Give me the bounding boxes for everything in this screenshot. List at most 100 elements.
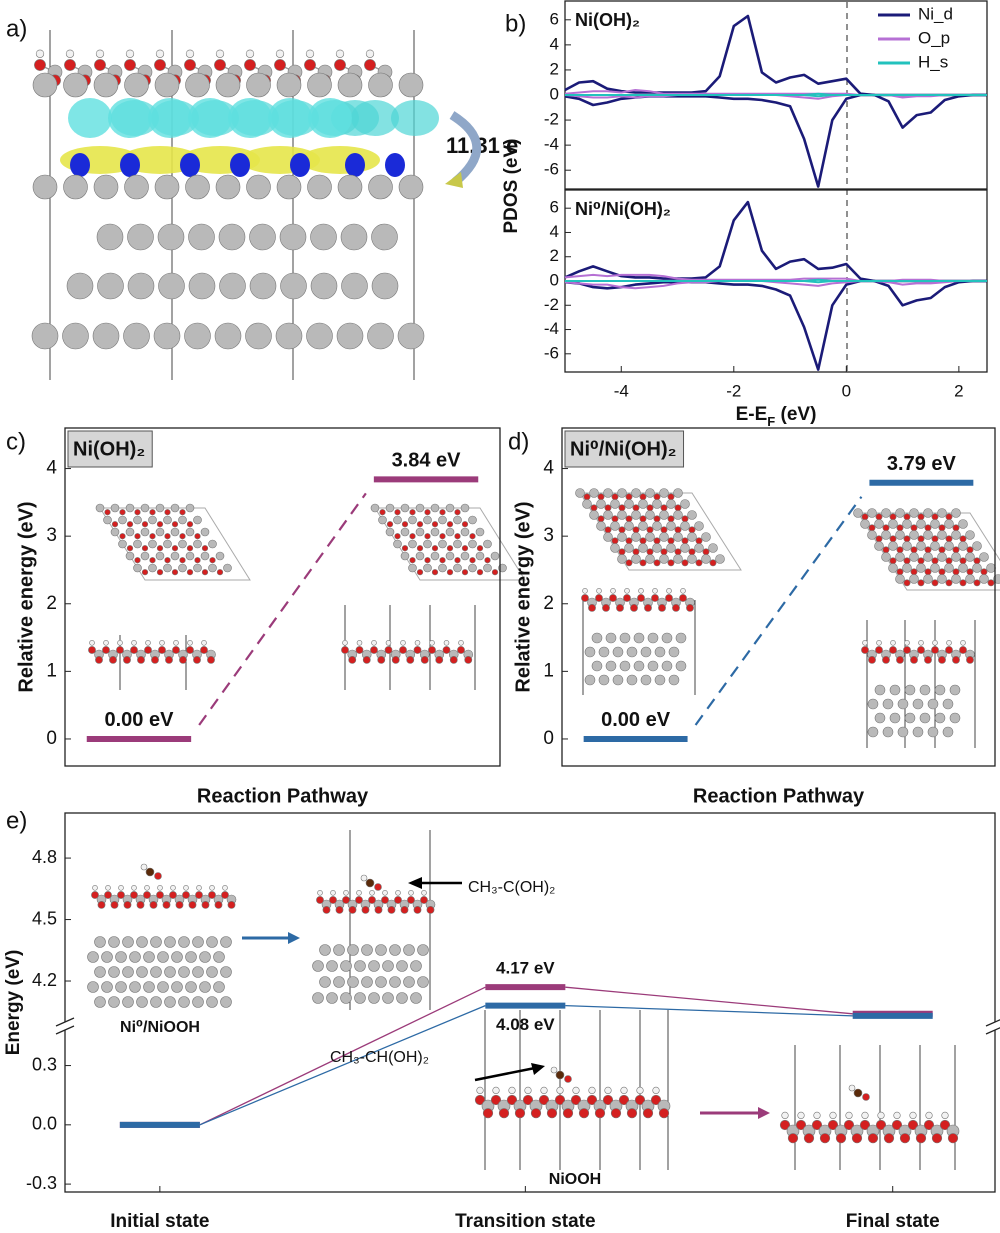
atom bbox=[674, 548, 682, 556]
atom bbox=[638, 543, 648, 553]
atom bbox=[946, 640, 952, 646]
atom bbox=[631, 554, 641, 564]
value-label: 4.08 eV bbox=[496, 1015, 555, 1034]
atom bbox=[408, 563, 417, 573]
atom bbox=[895, 530, 905, 540]
atom bbox=[903, 557, 911, 565]
atom bbox=[170, 551, 180, 561]
atom bbox=[334, 59, 346, 71]
atom bbox=[875, 646, 883, 654]
atom bbox=[959, 646, 967, 654]
atom bbox=[483, 539, 492, 549]
connector bbox=[694, 496, 863, 726]
atom bbox=[924, 568, 932, 576]
atom bbox=[633, 660, 645, 672]
atom bbox=[415, 551, 425, 561]
atom bbox=[439, 557, 446, 564]
atom bbox=[385, 503, 395, 513]
atom bbox=[244, 59, 256, 71]
atom bbox=[223, 563, 232, 573]
structures bbox=[31, 30, 1000, 1170]
atom bbox=[201, 640, 207, 646]
atom bbox=[827, 1119, 839, 1131]
atom bbox=[604, 1086, 612, 1094]
atom bbox=[171, 569, 179, 576]
atom bbox=[701, 532, 711, 542]
atom bbox=[397, 322, 425, 350]
atom bbox=[115, 981, 127, 993]
atom bbox=[342, 896, 350, 904]
atom bbox=[398, 72, 424, 98]
atom bbox=[927, 698, 939, 710]
atom bbox=[915, 1133, 927, 1144]
atom bbox=[631, 510, 641, 520]
atom bbox=[119, 533, 126, 540]
atom bbox=[129, 981, 141, 993]
atom bbox=[245, 322, 272, 350]
atom bbox=[110, 901, 119, 909]
atom bbox=[632, 548, 640, 556]
atom bbox=[94, 996, 106, 1008]
atom bbox=[158, 272, 185, 300]
atom bbox=[469, 557, 476, 564]
structure-label: Ni⁰/NiOOH bbox=[120, 1019, 200, 1036]
atom bbox=[185, 174, 210, 200]
atom bbox=[910, 656, 918, 664]
atom bbox=[453, 539, 462, 549]
atom bbox=[916, 563, 926, 573]
atom bbox=[199, 951, 211, 963]
atom bbox=[952, 656, 960, 664]
atom bbox=[460, 503, 470, 513]
atom bbox=[335, 906, 344, 914]
atom bbox=[164, 509, 171, 516]
y-tick-label: 2 bbox=[550, 246, 559, 265]
atom bbox=[91, 891, 99, 899]
atom bbox=[919, 684, 931, 696]
atom bbox=[365, 878, 375, 888]
atom bbox=[853, 1088, 863, 1098]
atom bbox=[667, 537, 675, 545]
atom bbox=[143, 891, 151, 899]
atom bbox=[355, 896, 363, 904]
atom bbox=[95, 49, 105, 58]
x-tick-label: Initial state bbox=[110, 1211, 209, 1232]
atom bbox=[193, 515, 202, 525]
atom bbox=[423, 539, 432, 549]
atom bbox=[178, 966, 190, 978]
atom bbox=[632, 526, 640, 534]
y-tick-label: 0 bbox=[550, 270, 559, 289]
atom bbox=[889, 646, 897, 654]
atom bbox=[368, 960, 380, 972]
atom bbox=[94, 59, 106, 71]
atom bbox=[348, 906, 357, 914]
atom bbox=[400, 503, 410, 513]
atom bbox=[960, 640, 966, 646]
atom bbox=[647, 660, 659, 672]
atom bbox=[209, 885, 215, 891]
atom bbox=[126, 545, 134, 552]
atom bbox=[659, 510, 669, 520]
atom bbox=[424, 509, 431, 516]
atom bbox=[476, 569, 484, 576]
y-tick-label: 1 bbox=[46, 660, 57, 681]
panel-label: e) bbox=[6, 807, 27, 834]
atom bbox=[596, 588, 602, 594]
atom bbox=[653, 537, 661, 545]
atom bbox=[64, 59, 76, 71]
atom bbox=[620, 1086, 628, 1094]
atom bbox=[446, 545, 454, 552]
atom bbox=[702, 548, 710, 556]
atom bbox=[379, 509, 386, 516]
atom bbox=[586, 1094, 598, 1106]
atom bbox=[875, 1119, 887, 1131]
atom bbox=[811, 1119, 823, 1131]
atom bbox=[416, 569, 424, 576]
atom bbox=[333, 944, 345, 956]
title-box bbox=[67, 430, 153, 468]
atom bbox=[31, 322, 59, 350]
atom bbox=[207, 656, 215, 664]
atom bbox=[214, 901, 223, 909]
charge-depletion bbox=[148, 98, 192, 138]
atom bbox=[651, 594, 659, 602]
atom bbox=[602, 1094, 614, 1106]
